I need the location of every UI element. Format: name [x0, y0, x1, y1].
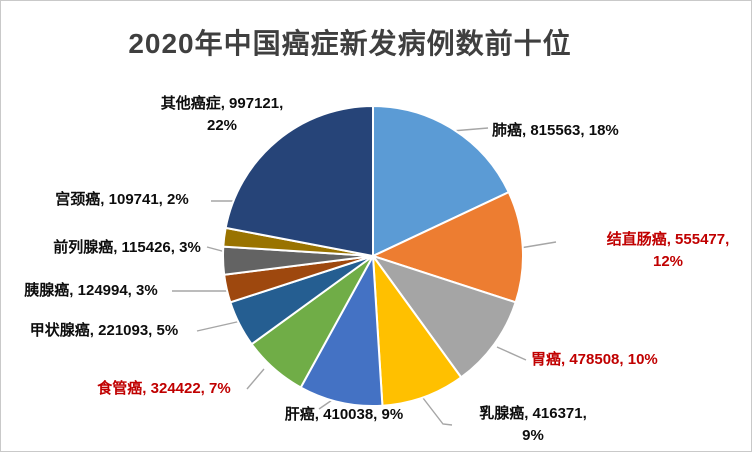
- pie-label-10: 其他癌症, 997121, 22%: [161, 93, 284, 137]
- leader-line-0: [451, 127, 489, 132]
- leader-line-2: [496, 346, 527, 361]
- pie-slice-1: [372, 191, 524, 304]
- pie-label-line1: 结直肠癌, 555477,: [606, 231, 730, 248]
- pie-slice-3: [372, 255, 463, 407]
- pie-label-5: 食管癌, 324422, 7%: [97, 380, 231, 397]
- pie-slice-2: [372, 255, 517, 379]
- chart-title: 2020年中国癌症新发病例数前十位: [128, 28, 572, 59]
- pie-label-2: 胃癌, 478508, 10%: [531, 351, 658, 368]
- pie-label-line1: 其他癌症, 997121,: [160, 95, 284, 112]
- pie-slice-10: [224, 105, 374, 257]
- pie-label-8: 前列腺癌, 115426, 3%: [53, 239, 201, 256]
- pie-slice-0: [372, 105, 510, 257]
- pie-label-line2: 22%: [206, 117, 238, 134]
- pie-label-7: 胰腺癌, 124994, 3%: [24, 282, 158, 299]
- pie-label-line2: 12%: [652, 253, 684, 270]
- pie-label-line2: 9%: [522, 427, 544, 444]
- pie-label-0: 肺癌, 815563, 18%: [492, 122, 619, 139]
- pie-label-1: 结直肠癌, 555477, 12%: [607, 229, 730, 273]
- pie-slice-4: [299, 255, 384, 407]
- leader-line-5: [246, 368, 265, 390]
- pie-label-3: 乳腺癌, 416371, 9%: [479, 403, 587, 447]
- pie-slices: [222, 105, 524, 407]
- leader-line-3: [422, 397, 453, 426]
- pie-label-6: 甲状腺癌, 221093, 5%: [29, 322, 179, 339]
- pie-label-4: 肝癌, 410038, 9%: [284, 406, 404, 423]
- pie-label-9: 宫颈癌, 109741, 2%: [55, 191, 189, 208]
- pie-label-line1: 乳腺癌, 416371,: [479, 405, 587, 422]
